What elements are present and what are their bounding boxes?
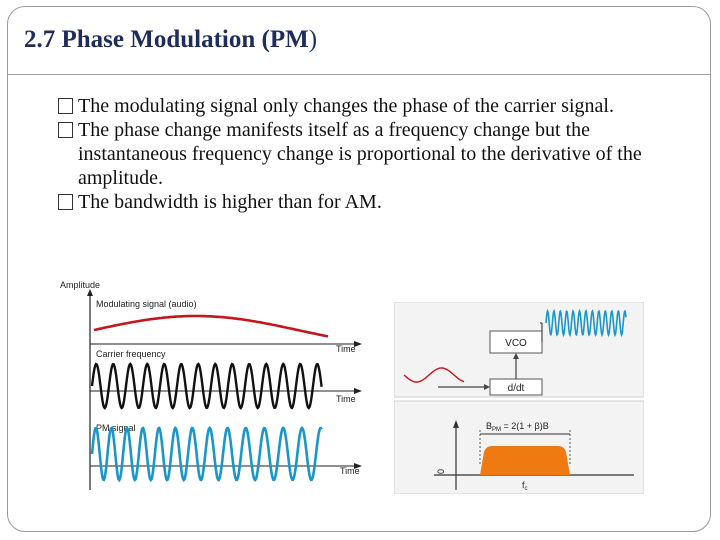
- time-label-carrier: Time: [336, 394, 356, 404]
- carrier-frequency-label: fc: [522, 480, 528, 492]
- title-divider: [8, 74, 710, 75]
- modulating-signal-wave: [93, 314, 329, 338]
- slide-frame: [7, 6, 711, 532]
- vco-output-wave: [545, 308, 627, 338]
- modulating-signal-label: Modulating signal (audio): [96, 299, 197, 309]
- pm-signal-wave: [90, 425, 323, 483]
- slide-title: 2.7 Phase Modulation (PM): [24, 26, 318, 53]
- carrier-wave: [90, 362, 323, 410]
- bullet-box-icon: [58, 98, 73, 114]
- pm-signal-label: PM signal: [96, 423, 136, 433]
- amplitude-axis-arrow-icon: [87, 289, 93, 296]
- arrow-up-icon: [513, 353, 519, 359]
- bullet-item: The modulating signal only changes the p…: [58, 94, 678, 118]
- bandwidth-formula: BPM = 2(1 + β)B: [486, 421, 549, 433]
- pm-block-diagram: VCO d/dt 0 BPM = 2(1 + β)B fc: [394, 302, 644, 494]
- amplitude-label: Amplitude: [60, 280, 100, 290]
- bullet-list: The modulating signal only changes the p…: [58, 94, 678, 214]
- bullet-item: The bandwidth is higher than for AM.: [58, 190, 678, 214]
- input-signal-wave: [403, 367, 465, 383]
- carrier-frequency-label: Carrier frequency: [96, 349, 166, 359]
- bullet-item: The phase change manifests itself as a f…: [58, 118, 678, 190]
- time-label-pm: Time: [340, 466, 360, 476]
- time-label-modulating: Time: [336, 344, 356, 354]
- arrow-up-icon: [453, 420, 459, 428]
- pm-spectrum-shape: [480, 446, 570, 475]
- bullet-box-icon: [58, 122, 73, 138]
- zero-label: 0: [436, 469, 446, 474]
- axis-arrow-icon: [354, 463, 362, 469]
- ddt-label: d/dt: [508, 383, 525, 394]
- bullet-box-icon: [58, 194, 73, 210]
- axis-arrow-icon: [354, 388, 362, 394]
- arrow-right-icon: [484, 384, 490, 390]
- axis-arrow-icon: [354, 341, 362, 347]
- pm-waveforms-figure: Amplitude Modulating signal (audio) Carr…: [60, 280, 362, 490]
- vco-label: VCO: [505, 338, 527, 349]
